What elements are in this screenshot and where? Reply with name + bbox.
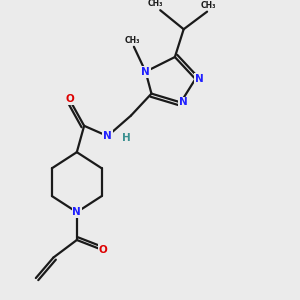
Text: H: H bbox=[122, 134, 131, 143]
Text: N: N bbox=[103, 131, 112, 141]
Text: N: N bbox=[179, 98, 188, 107]
Text: N: N bbox=[141, 67, 150, 77]
Text: CH₃: CH₃ bbox=[201, 1, 216, 10]
Text: O: O bbox=[99, 245, 107, 255]
Text: CH₃: CH₃ bbox=[125, 36, 140, 45]
Text: N: N bbox=[72, 207, 81, 217]
Text: O: O bbox=[65, 94, 74, 104]
Text: CH₃: CH₃ bbox=[148, 0, 164, 8]
Text: N: N bbox=[194, 74, 203, 84]
